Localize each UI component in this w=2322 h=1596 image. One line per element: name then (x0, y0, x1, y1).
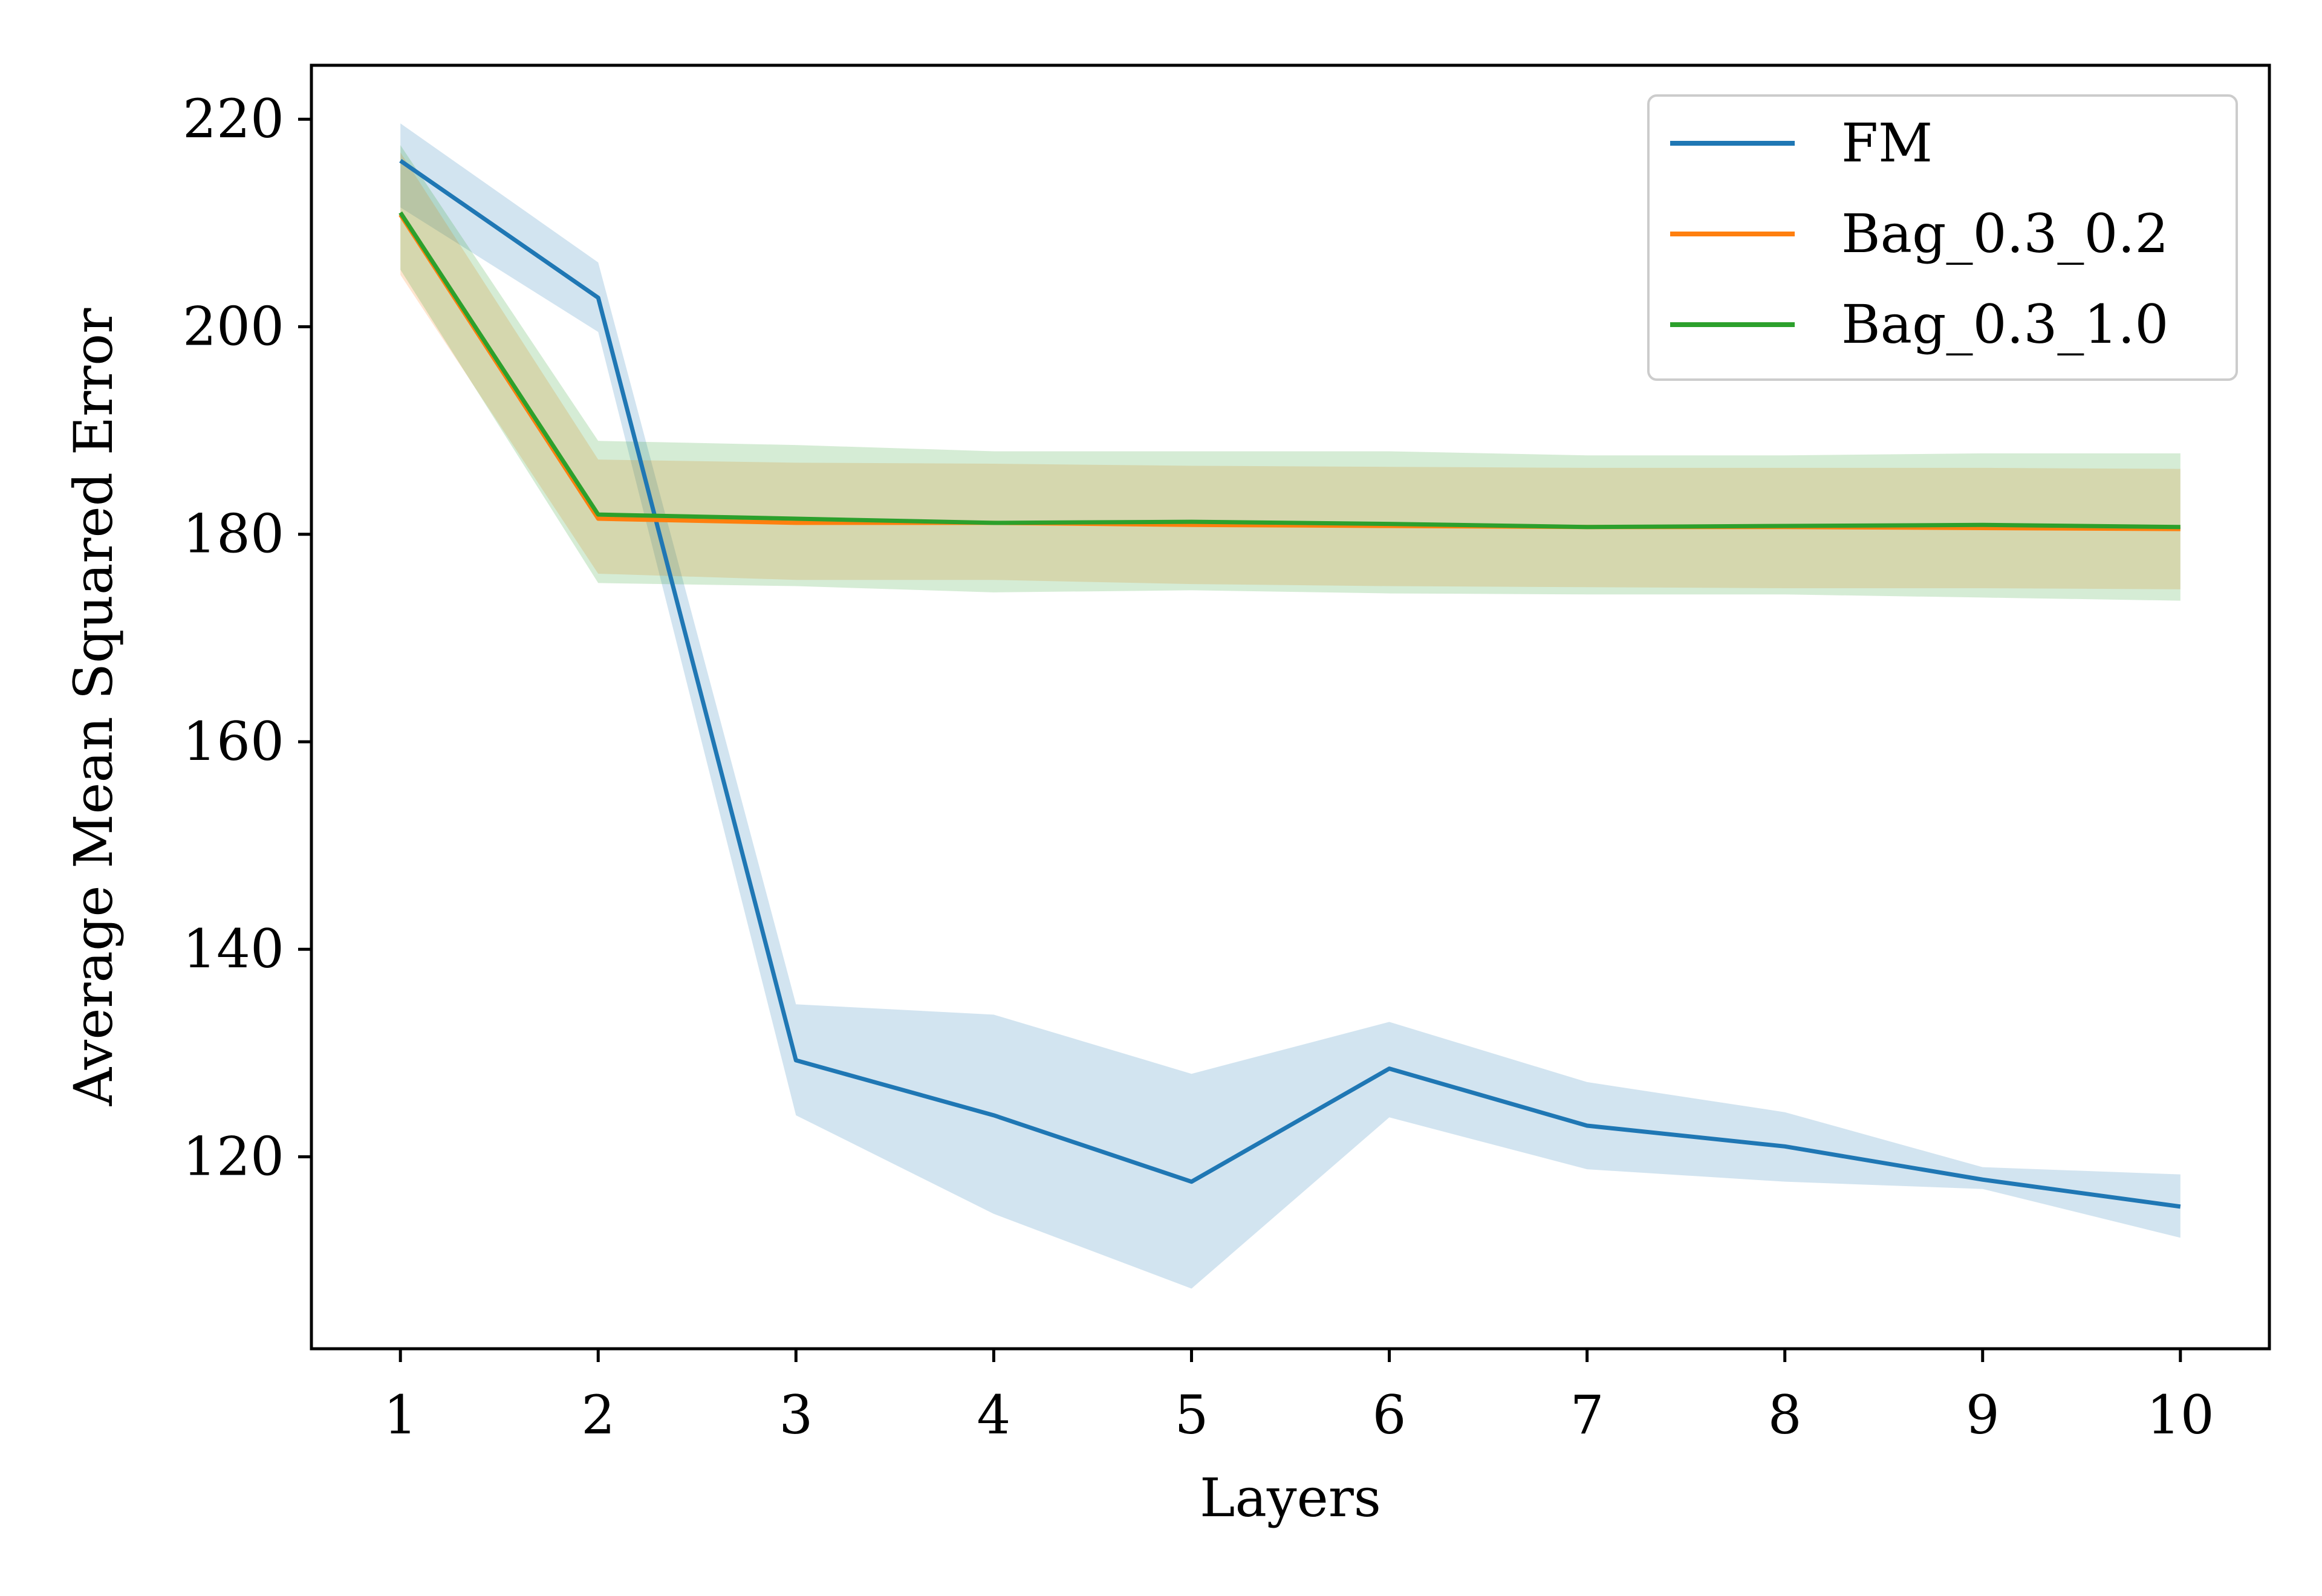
x-tick-label: 5 (1174, 1384, 1208, 1446)
y-axis-label: Average Mean Squared Error (62, 308, 125, 1107)
band-series-1 (400, 152, 2181, 589)
x-tick-label: 1 (383, 1384, 417, 1446)
band-series-0 (400, 123, 2181, 1289)
legend-label: FM (1841, 112, 1933, 174)
y-tick-label: 160 (183, 710, 284, 773)
y-tick-label: 200 (183, 295, 284, 357)
line-series-2 (398, 211, 2181, 530)
x-tick-label: 9 (1966, 1384, 2000, 1446)
legend-label: Bag_0.3_0.2 (1841, 203, 2168, 265)
x-tick-label: 8 (1768, 1384, 1802, 1446)
x-axis-label: Layers (1200, 1467, 1381, 1529)
x-tick-label: 7 (1570, 1384, 1604, 1446)
y-tick-label: 140 (183, 918, 284, 980)
series-lines (398, 159, 2181, 1209)
legend-box (1647, 94, 2238, 381)
band-series-2 (400, 145, 2181, 601)
x-axis: 1 2 3 4 5 6 7 8 9 10 (383, 1349, 2214, 1446)
plot-frame (310, 63, 2271, 1351)
x-tick-label: 6 (1373, 1384, 1407, 1446)
y-axis: 120 140 160 180 200 220 (183, 88, 311, 1187)
legend: FM Bag_0.3_0.2 Bag_0.3_1.0 (1647, 94, 2238, 381)
x-tick-label: 3 (779, 1384, 813, 1446)
y-tick-label: 220 (183, 88, 284, 150)
line-series-0 (399, 159, 2181, 1209)
y-tick-label: 180 (183, 503, 284, 565)
x-tick-label: 2 (581, 1384, 615, 1446)
x-tick-label: 4 (977, 1384, 1010, 1446)
y-tick-label: 120 (183, 1125, 284, 1187)
confidence-bands (400, 123, 2181, 1289)
legend-label: Bag_0.3_1.0 (1841, 293, 2168, 355)
x-tick-label: 10 (2147, 1384, 2214, 1446)
